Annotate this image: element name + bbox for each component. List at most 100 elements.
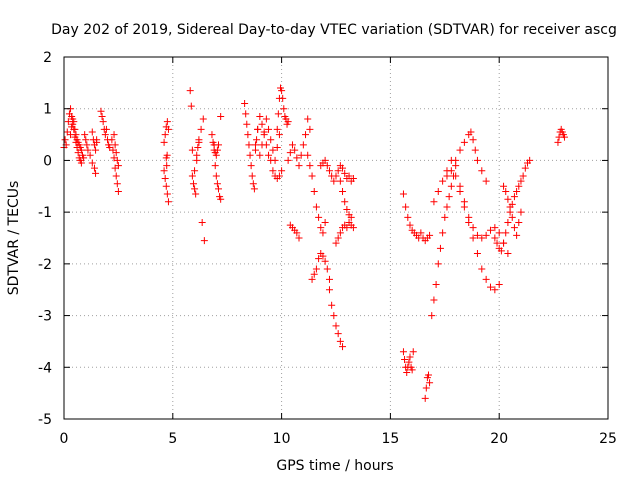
data-point	[491, 234, 499, 242]
data-point	[194, 144, 202, 151]
data-point	[482, 275, 490, 283]
series-arc-10h-b	[284, 115, 314, 170]
data-point	[212, 151, 220, 159]
series-arc-02h	[97, 107, 114, 151]
data-point	[473, 231, 481, 239]
data-point	[217, 195, 225, 203]
y-tick-label: 0	[43, 153, 52, 169]
data-point	[284, 118, 292, 126]
data-point	[98, 112, 106, 120]
data-point	[439, 177, 447, 185]
data-point	[482, 177, 490, 185]
x-tick-label: 20	[490, 431, 508, 447]
data-point	[191, 167, 199, 175]
data-point	[269, 167, 277, 175]
data-point	[72, 131, 80, 139]
data-point	[504, 250, 512, 258]
data-point	[491, 224, 499, 232]
data-point	[554, 138, 562, 146]
data-point	[308, 172, 316, 180]
data-point	[70, 118, 78, 126]
data-point	[90, 164, 98, 172]
data-point	[241, 100, 249, 108]
data-point	[102, 125, 110, 133]
data-point	[493, 239, 501, 247]
data-point	[86, 151, 94, 159]
data-point	[502, 229, 510, 237]
data-point	[428, 312, 436, 320]
data-point	[417, 229, 425, 237]
data-point	[160, 138, 168, 146]
data-point	[339, 164, 347, 172]
data-point	[422, 384, 430, 392]
data-point	[163, 190, 171, 198]
data-point	[443, 203, 451, 211]
data-point	[469, 136, 477, 144]
data-point	[513, 231, 521, 239]
data-point	[250, 185, 258, 193]
data-point	[214, 185, 222, 193]
data-point	[515, 182, 523, 190]
data-point	[262, 115, 270, 123]
data-point	[441, 213, 449, 221]
data-point	[504, 195, 512, 203]
data-point	[513, 187, 521, 195]
data-point	[315, 255, 323, 263]
data-point	[304, 151, 312, 159]
x-axis-label: GPS time / hours	[276, 458, 393, 474]
data-point	[510, 193, 518, 201]
data-point	[274, 110, 282, 118]
y-tick-label: -5	[38, 412, 52, 428]
data-point	[84, 146, 92, 154]
data-point	[403, 368, 411, 376]
y-tick-label: 2	[43, 50, 52, 66]
data-point	[460, 198, 468, 206]
data-point	[405, 358, 413, 366]
data-point	[164, 125, 172, 133]
series-arc-09h-b	[256, 115, 283, 164]
data-point	[284, 156, 292, 164]
data-point	[339, 343, 347, 351]
data-point	[500, 239, 508, 247]
data-point	[478, 234, 486, 242]
data-point	[434, 260, 442, 268]
data-point	[111, 141, 119, 149]
data-point	[332, 322, 340, 330]
data-point	[267, 136, 275, 144]
data-point	[452, 156, 460, 164]
data-point	[467, 128, 475, 136]
data-point	[336, 177, 344, 185]
data-point	[71, 125, 79, 133]
data-point	[273, 144, 281, 151]
data-point	[310, 270, 318, 278]
data-point	[312, 265, 320, 273]
data-point	[195, 136, 203, 144]
data-point	[401, 356, 409, 364]
data-point	[112, 149, 120, 157]
x-tick-label: 5	[168, 431, 177, 447]
data-point	[88, 128, 96, 136]
data-point	[93, 138, 101, 146]
data-point	[246, 151, 254, 159]
data-point	[251, 141, 259, 149]
data-point	[271, 156, 279, 164]
data-point	[495, 229, 503, 237]
data-point	[325, 275, 333, 283]
data-point	[319, 252, 327, 260]
data-point	[482, 231, 490, 239]
series-arc-07h	[208, 131, 225, 203]
data-point	[256, 151, 264, 159]
series-arc-17h	[421, 371, 434, 402]
series-arc-08h	[241, 100, 262, 193]
data-point	[245, 141, 253, 149]
data-point	[213, 180, 221, 188]
data-point	[504, 218, 512, 226]
data-point	[517, 177, 525, 185]
data-point	[112, 172, 120, 180]
data-point	[200, 237, 208, 245]
series-arc-16h-b	[399, 190, 434, 245]
data-point	[332, 239, 340, 247]
data-point	[214, 141, 222, 149]
data-point	[332, 172, 340, 180]
data-point	[92, 146, 100, 154]
